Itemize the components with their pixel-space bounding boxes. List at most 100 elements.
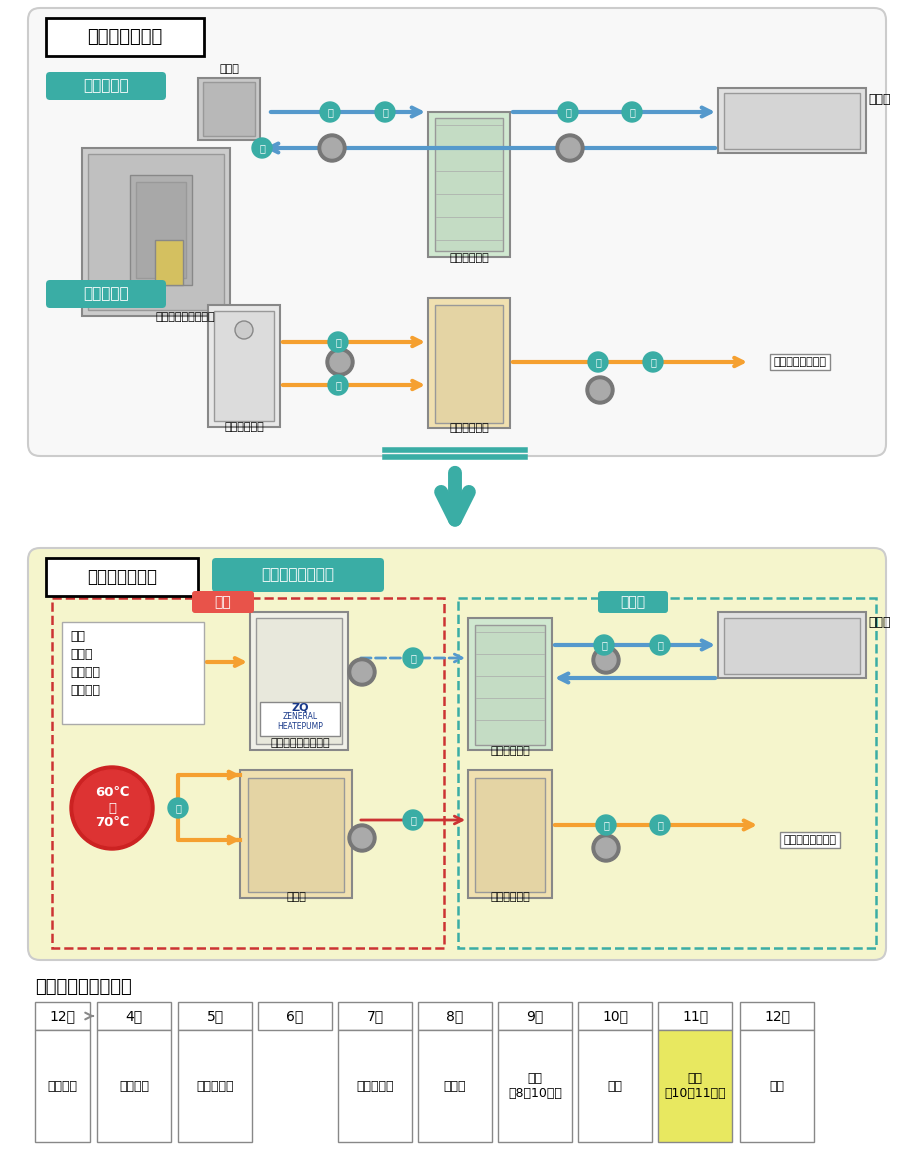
- Text: 水: 水: [595, 357, 601, 366]
- Bar: [46, 558, 198, 596]
- Text: カラン・シャワー: カラン・シャワー: [773, 357, 826, 366]
- Text: 水: 水: [410, 815, 416, 825]
- Text: 納品: 納品: [608, 1080, 622, 1092]
- Bar: [258, 1002, 332, 1030]
- Circle shape: [328, 375, 348, 395]
- Text: 9月: 9月: [527, 1009, 544, 1023]
- Text: 12月: 12月: [49, 1009, 76, 1023]
- Bar: [724, 618, 860, 674]
- Text: 11月: 11月: [682, 1009, 708, 1023]
- Text: 再利用: 再利用: [620, 595, 646, 609]
- Bar: [35, 1002, 90, 1030]
- Bar: [428, 112, 510, 257]
- FancyBboxPatch shape: [28, 8, 886, 455]
- Text: 空調・給湯の場合: 空調・給湯の場合: [261, 568, 334, 583]
- Text: 工事
（10〜11月）: 工事 （10〜11月）: [664, 1072, 726, 1101]
- Text: 製作
（8〜10月）: 製作 （8〜10月）: [508, 1072, 562, 1101]
- Text: 6月: 6月: [286, 1009, 303, 1023]
- Bar: [214, 311, 274, 421]
- Text: 7月: 7月: [366, 1009, 384, 1023]
- Text: 水: 水: [630, 108, 635, 117]
- Bar: [155, 240, 183, 286]
- Text: 水: 水: [603, 820, 609, 830]
- Circle shape: [590, 380, 610, 400]
- Text: ・井水: ・井水: [70, 649, 93, 661]
- Circle shape: [318, 134, 346, 162]
- Circle shape: [348, 658, 376, 686]
- Bar: [338, 1002, 412, 1030]
- Circle shape: [348, 824, 376, 852]
- Text: プレゼン: プレゼン: [47, 1080, 77, 1092]
- Text: 貯湯槽: 貯湯槽: [286, 892, 306, 902]
- FancyBboxPatch shape: [598, 591, 668, 613]
- Bar: [240, 770, 352, 898]
- FancyBboxPatch shape: [46, 72, 166, 101]
- Bar: [178, 1030, 252, 1142]
- Bar: [468, 618, 552, 750]
- Circle shape: [235, 321, 253, 339]
- Text: 水: 水: [657, 820, 663, 830]
- Bar: [338, 1030, 412, 1142]
- Text: ・地中熱: ・地中熱: [70, 666, 100, 679]
- Bar: [578, 1002, 652, 1030]
- Text: 給湯ボイラー: 給湯ボイラー: [224, 422, 264, 432]
- Circle shape: [588, 351, 608, 372]
- Bar: [724, 92, 860, 149]
- Bar: [198, 77, 260, 140]
- Bar: [82, 148, 230, 316]
- Bar: [203, 82, 255, 136]
- Text: 水: 水: [565, 108, 571, 117]
- Circle shape: [352, 662, 372, 682]
- Circle shape: [168, 798, 188, 818]
- Circle shape: [70, 766, 154, 850]
- Text: ご注文: ご注文: [444, 1080, 466, 1092]
- Text: 10月: 10月: [602, 1009, 628, 1023]
- Text: 給湯水タンク: 給湯水タンク: [449, 423, 489, 434]
- Bar: [468, 770, 552, 898]
- Bar: [136, 181, 186, 277]
- Circle shape: [596, 838, 616, 858]
- Bar: [498, 1002, 572, 1030]
- Text: 空調機: 空調機: [868, 616, 890, 629]
- Bar: [178, 1002, 252, 1030]
- Bar: [475, 778, 545, 892]
- Text: ・排湯熱: ・排湯熱: [70, 684, 100, 697]
- Text: 水: 水: [335, 380, 341, 390]
- Bar: [740, 1030, 814, 1142]
- Text: 給湯水タンク: 給湯水タンク: [490, 892, 530, 902]
- Circle shape: [352, 828, 372, 849]
- Circle shape: [596, 650, 616, 670]
- Text: 水: 水: [650, 357, 656, 366]
- Text: 水: 水: [382, 108, 388, 117]
- Text: 完成: 完成: [770, 1080, 784, 1092]
- Bar: [62, 622, 204, 724]
- Text: 12月: 12月: [764, 1009, 790, 1023]
- Text: 新設: 新設: [215, 595, 231, 609]
- Bar: [428, 298, 510, 428]
- Text: ZENERAL
HEATEPUMP: ZENERAL HEATEPUMP: [277, 712, 322, 732]
- Circle shape: [328, 332, 348, 351]
- Bar: [718, 88, 866, 153]
- Text: 空調機: 空調機: [868, 92, 890, 106]
- Bar: [88, 154, 224, 310]
- Bar: [718, 612, 866, 679]
- Text: 冷温水タンク: 冷温水タンク: [490, 746, 530, 756]
- Text: 水: 水: [335, 338, 341, 347]
- Bar: [435, 305, 503, 423]
- Text: 水: 水: [601, 640, 607, 650]
- Circle shape: [326, 348, 354, 376]
- Bar: [435, 118, 503, 251]
- Bar: [130, 175, 192, 286]
- Text: 補助金申請: 補助金申請: [196, 1080, 234, 1092]
- Bar: [418, 1002, 492, 1030]
- Bar: [208, 305, 280, 427]
- Text: 水: 水: [259, 143, 265, 153]
- Bar: [35, 1030, 90, 1142]
- Circle shape: [622, 102, 642, 123]
- Text: リニューアル後: リニューアル後: [87, 568, 157, 586]
- Text: 4月: 4月: [126, 1009, 142, 1023]
- Text: 給湯の場合: 給湯の場合: [83, 287, 128, 302]
- Bar: [458, 598, 876, 948]
- Circle shape: [596, 815, 616, 835]
- Text: 5月: 5月: [207, 1009, 223, 1023]
